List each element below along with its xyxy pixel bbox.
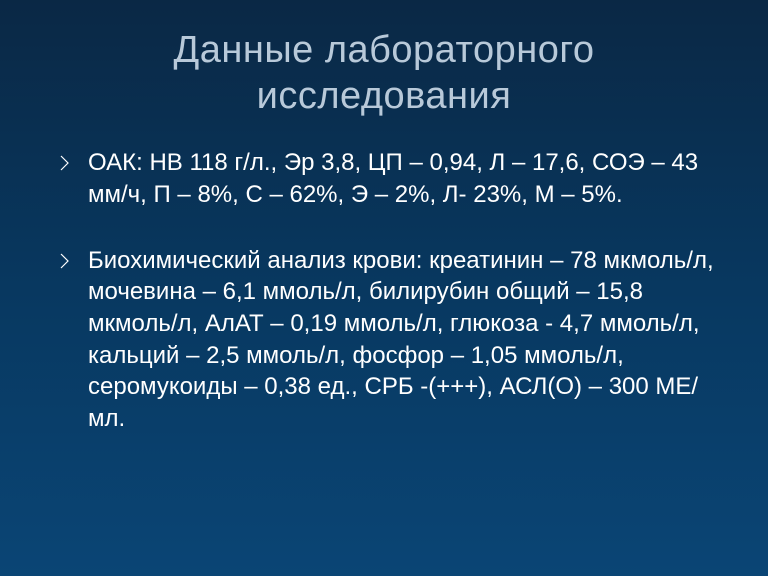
- chevron-right-icon: [60, 253, 78, 269]
- slide-content: ОАК: НВ 118 г/л., Эр 3,8, ЦП – 0,94, Л –…: [50, 147, 718, 434]
- chevron-right-icon: [60, 155, 78, 171]
- bullet-text: ОАК: НВ 118 г/л., Эр 3,8, ЦП – 0,94, Л –…: [88, 147, 718, 210]
- slide-title: Данные лабораторного исследования: [50, 28, 718, 119]
- bullet-item: Биохимический анализ крови: креатинин – …: [60, 245, 718, 435]
- bullet-item: ОАК: НВ 118 г/л., Эр 3,8, ЦП – 0,94, Л –…: [60, 147, 718, 210]
- bullet-text: Биохимический анализ крови: креатинин – …: [88, 245, 718, 435]
- slide-container: Данные лабораторного исследования ОАК: Н…: [0, 0, 768, 576]
